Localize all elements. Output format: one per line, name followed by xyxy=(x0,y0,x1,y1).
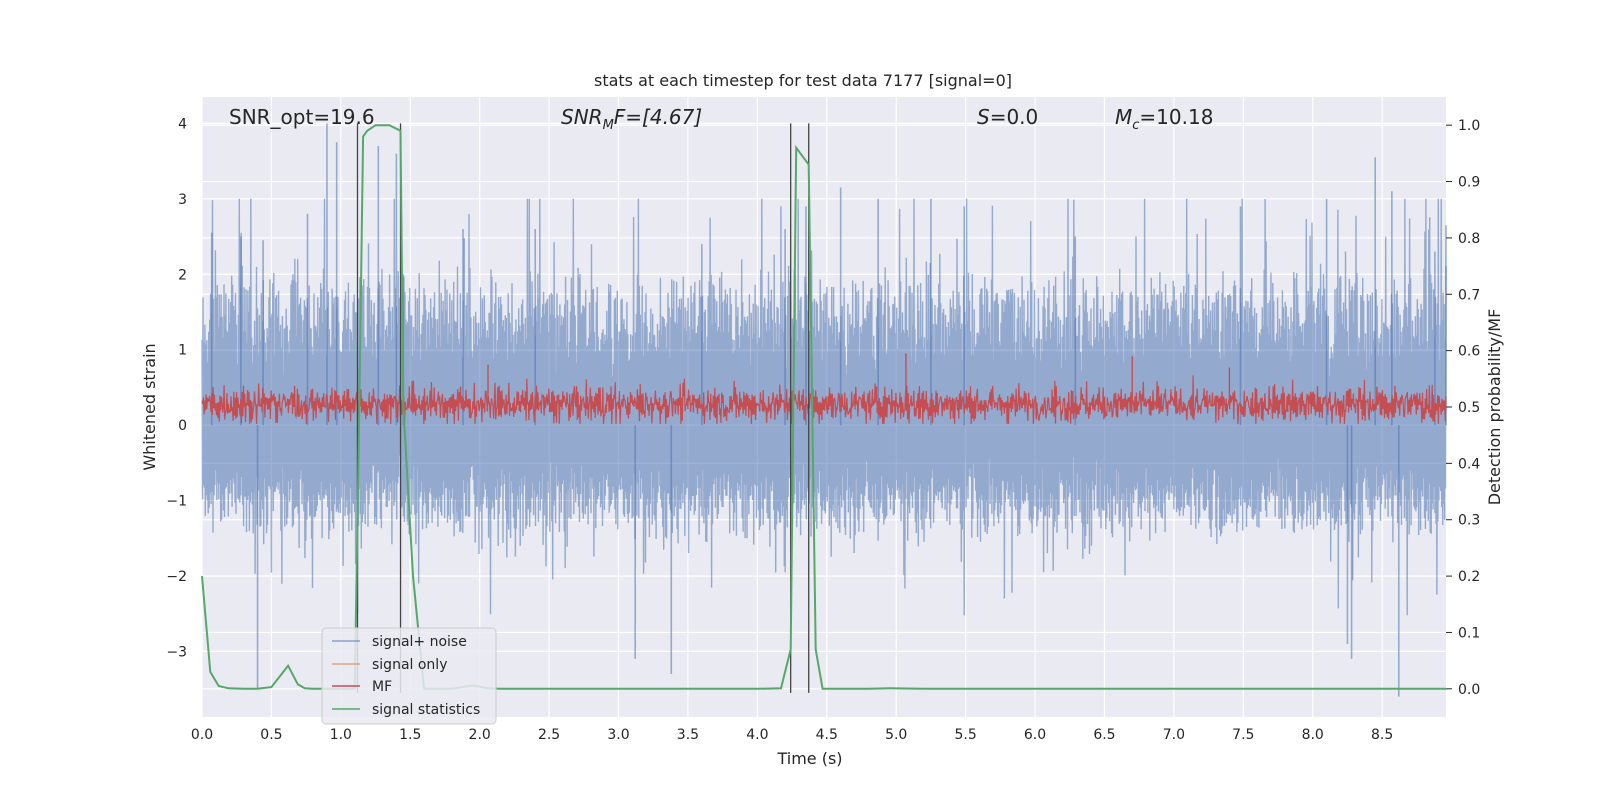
legend-label-mf: MF xyxy=(372,679,392,695)
left-y-tick-label: −3 xyxy=(166,644,187,660)
right-y-tick-label: 0.6 xyxy=(1458,344,1480,360)
left-y-tick-label: 0 xyxy=(178,418,187,434)
right-y-tick-label: 0.1 xyxy=(1458,625,1480,641)
legend-label-signal-noise: signal+ noise xyxy=(372,634,467,650)
annotation-s-value: =0.0 xyxy=(990,105,1039,129)
x-tick-label: 6.0 xyxy=(1024,727,1046,743)
right-y-axis-ticks: 1.0 0.9 0.8 0.7 0.6 0.5 0.4 0.3 0.2 0.1 0.0 xyxy=(1446,118,1480,698)
annotation-s: S=0.0 xyxy=(977,105,1038,129)
x-tick-label: 6.5 xyxy=(1093,727,1115,743)
annotation-snr-opt: SNR_opt=19.6 xyxy=(229,105,375,129)
annotation-snr-mf: SNRMF=[4.67] xyxy=(561,105,702,133)
x-axis-title: Time (s) xyxy=(776,749,842,768)
x-tick-label: 8.0 xyxy=(1302,727,1324,743)
annotation-mc-symbol: M xyxy=(1115,105,1132,129)
left-y-tick-label: −2 xyxy=(166,569,187,585)
left-y-axis-title: Whitened strain xyxy=(140,343,159,470)
legend-box xyxy=(321,627,497,725)
x-tick-label: 2.0 xyxy=(469,727,491,743)
x-tick-label: 8.5 xyxy=(1371,727,1393,743)
annotation-mc-sub: c xyxy=(1132,118,1139,133)
left-y-tick-label: 2 xyxy=(178,267,187,283)
mf-line xyxy=(201,375,1447,424)
x-tick-label: 5.5 xyxy=(954,727,976,743)
annotation-snr-mf-sub: M xyxy=(603,118,614,133)
right-y-tick-label: 0.3 xyxy=(1458,513,1480,529)
annotations: SNR_opt=19.6 SNRMF=[4.67] S=0.0 Mc=10.18 xyxy=(229,105,1213,133)
x-tick-label: 2.5 xyxy=(538,727,560,743)
right-y-tick-label: 0.5 xyxy=(1458,400,1480,416)
x-tick-label: 5.0 xyxy=(885,727,907,743)
right-y-tick-label: 1.0 xyxy=(1458,118,1480,134)
data-layer xyxy=(201,123,1447,697)
right-y-tick-label: 0.2 xyxy=(1458,569,1480,585)
x-tick-label: 4.0 xyxy=(746,727,768,743)
x-tick-label: 0.5 xyxy=(260,727,282,743)
legend: signal+ noise signal only MF signal stat… xyxy=(321,627,497,725)
right-y-tick-label: 0.7 xyxy=(1458,287,1480,303)
right-y-tick-label: 0.9 xyxy=(1458,175,1480,191)
x-tick-label: 1.5 xyxy=(399,727,421,743)
annotation-s-symbol: S xyxy=(977,105,990,129)
x-tick-label: 0.0 xyxy=(191,727,213,743)
left-y-axis-ticks: 4 3 2 1 0 −1 −2 −3 xyxy=(166,116,187,660)
series-mf xyxy=(201,353,1447,424)
right-y-tick-label: 0.4 xyxy=(1458,456,1480,472)
x-tick-label: 3.5 xyxy=(677,727,699,743)
left-y-tick-label: 1 xyxy=(178,343,187,359)
annotation-snr-mf-pre: SNR xyxy=(561,105,603,129)
left-y-tick-label: 4 xyxy=(178,116,187,132)
x-axis-ticks: 0.0 0.5 1.0 1.5 2.0 2.5 3.0 3.5 4.0 4.5 5.0 5.5 6.0 6… xyxy=(191,727,1393,743)
left-y-tick-label: −1 xyxy=(166,494,187,510)
x-tick-label: 7.5 xyxy=(1232,727,1254,743)
x-tick-label: 1.0 xyxy=(330,727,352,743)
annotation-mc: Mc=10.18 xyxy=(1115,105,1213,133)
x-tick-label: 7.0 xyxy=(1163,727,1185,743)
annotation-snr-mf-post: F=[4.67] xyxy=(614,105,702,129)
right-y-tick-label: 0.0 xyxy=(1458,682,1480,698)
signal-noise-line xyxy=(201,198,1447,616)
annotation-mc-value: =10.18 xyxy=(1139,105,1213,129)
right-y-tick-label: 0.8 xyxy=(1458,231,1480,247)
legend-label-signal-only: signal only xyxy=(372,657,447,673)
legend-label-signal-statistics: signal statistics xyxy=(372,702,480,718)
series-signal-noise xyxy=(201,123,1447,697)
left-y-tick-label: 3 xyxy=(178,192,187,208)
chart-title: stats at each timestep for test data 717… xyxy=(594,71,1012,90)
x-tick-label: 3.0 xyxy=(607,727,629,743)
right-y-axis-title: Detection probability/MF xyxy=(1485,309,1504,506)
x-tick-label: 4.5 xyxy=(816,727,838,743)
